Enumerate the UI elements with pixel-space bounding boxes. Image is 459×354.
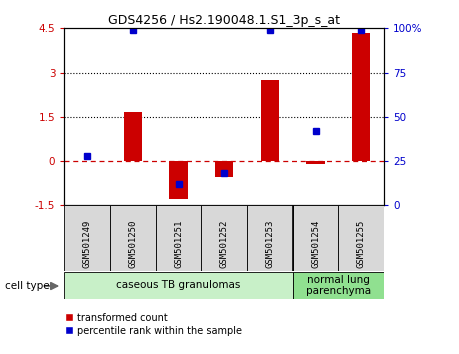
- Text: normal lung
parenchyma: normal lung parenchyma: [305, 274, 370, 296]
- Bar: [292, 272, 383, 299]
- Title: GDS4256 / Hs2.190048.1.S1_3p_s_at: GDS4256 / Hs2.190048.1.S1_3p_s_at: [108, 14, 340, 27]
- Bar: [338, 205, 383, 271]
- Text: GSM501254: GSM501254: [310, 220, 319, 268]
- Bar: [292, 205, 338, 271]
- Bar: [156, 205, 201, 271]
- Text: GSM501251: GSM501251: [174, 220, 183, 268]
- Text: GSM501249: GSM501249: [83, 220, 91, 268]
- Bar: [260, 80, 279, 161]
- Legend: transformed count, percentile rank within the sample: transformed count, percentile rank withi…: [65, 313, 242, 336]
- Bar: [215, 161, 233, 177]
- Bar: [64, 205, 110, 271]
- Bar: [352, 33, 369, 161]
- Bar: [201, 205, 246, 271]
- Bar: [123, 113, 142, 161]
- Bar: [246, 205, 292, 271]
- Bar: [306, 161, 324, 164]
- Text: GSM501255: GSM501255: [356, 220, 365, 268]
- Text: caseous TB granulomas: caseous TB granulomas: [116, 280, 240, 290]
- Text: cell type: cell type: [5, 281, 49, 291]
- Text: GSM501253: GSM501253: [265, 220, 274, 268]
- Text: GSM501250: GSM501250: [128, 220, 137, 268]
- Bar: [169, 161, 187, 199]
- Bar: [110, 205, 156, 271]
- Bar: [64, 272, 292, 299]
- Text: GSM501252: GSM501252: [219, 220, 228, 268]
